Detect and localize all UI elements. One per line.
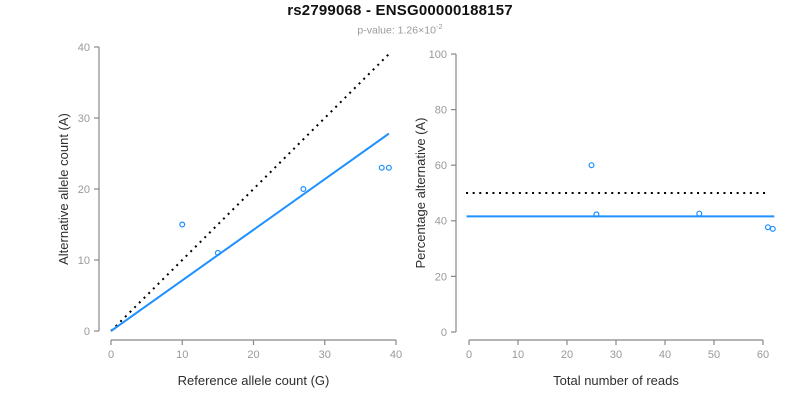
data-point: [378, 164, 385, 171]
y-tick-label: 40: [435, 216, 447, 228]
data-point: [300, 186, 307, 193]
y-tick-label: 30: [78, 113, 90, 125]
x-tick-label: 0: [466, 349, 472, 361]
chart-header: rs2799068 - ENSG00000188157 p-value: 1.2…: [0, 2, 800, 37]
data-point: [696, 210, 703, 217]
x-tick-label: 10: [176, 349, 188, 361]
y-tick-label: 0: [84, 326, 90, 338]
left-scatter-plot: 0 10 20 30 40 0 10 20 30 40 Reference allele count…: [56, 42, 402, 388]
data-point: [764, 224, 771, 231]
y-tick-label: 80: [435, 104, 447, 116]
x-tick-label: 60: [757, 349, 769, 361]
y-tick-label: 20: [78, 184, 90, 196]
y-axis-title: Alternative allele count (A): [56, 113, 71, 265]
p-value-subtitle: p-value: 1.26×10-2: [0, 21, 800, 37]
y-tick-label: 20: [435, 271, 447, 283]
data-point: [588, 162, 595, 169]
right-scatter-plot: 0 20 40 60 80 100 0 10 20 30 40 50 60 Total number of…: [413, 49, 776, 388]
identity-line: [110, 53, 390, 332]
x-tick-label: 10: [512, 349, 524, 361]
y-tick-label: 100: [429, 49, 447, 61]
data-point: [769, 225, 776, 232]
x-tick-label: 0: [108, 349, 114, 361]
y-tick-label: 40: [78, 42, 90, 54]
data-point: [385, 164, 392, 171]
x-tick-label: 20: [561, 349, 573, 361]
x-tick-label: 50: [708, 349, 720, 361]
fit-line: [110, 132, 390, 332]
x-tick-label: 20: [247, 349, 259, 361]
x-tick-label: 30: [610, 349, 622, 361]
x-tick-label: 40: [659, 349, 671, 361]
y-tick-label: 10: [78, 255, 90, 267]
y-tick-label: 60: [435, 160, 447, 172]
x-axis-title: Total number of reads: [553, 373, 679, 388]
p-value-exponent: -2: [435, 21, 443, 31]
x-tick-label: 30: [319, 349, 331, 361]
y-tick-label: 0: [441, 327, 447, 339]
page-title: rs2799068 - ENSG00000188157: [287, 2, 513, 19]
x-tick-label: 40: [390, 349, 402, 361]
data-point: [214, 249, 221, 256]
p-value-text: p-value: 1.26×10: [357, 24, 436, 36]
data-point: [593, 211, 600, 218]
x-axis-title: Reference allele count (G): [178, 373, 330, 388]
y-axis-title: Percentage alternative (A): [413, 117, 428, 268]
data-point: [179, 221, 186, 228]
